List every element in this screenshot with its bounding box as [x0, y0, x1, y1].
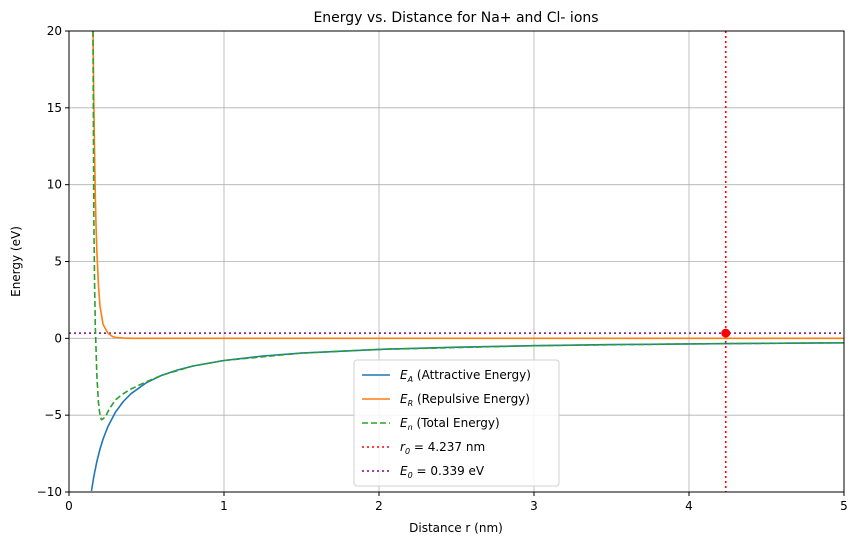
y-tick-label: −5 [44, 408, 62, 422]
legend-label: EA (Attractive Energy) [400, 368, 531, 384]
y-axis-ticks: −10 −5 0 5 10 15 20 [37, 24, 69, 499]
legend-label: E0 = 0.339 eV [400, 464, 485, 480]
repulsive-energy-line [92, 31, 844, 340]
equilibrium-point-marker [721, 328, 731, 338]
x-tick-label: 2 [375, 499, 383, 513]
legend-label: ER (Repulsive Energy) [400, 392, 530, 408]
y-tick-label: 15 [47, 101, 62, 115]
legend-label: r0 = 4.237 nm [400, 440, 485, 456]
x-axis-ticks: 0 1 2 3 4 5 [65, 492, 848, 513]
legend-item-attractive-energy-line: EA (Attractive Energy) [362, 368, 531, 384]
x-tick-label: 0 [65, 499, 73, 513]
y-tick-label: 5 [54, 255, 62, 269]
y-tick-label: 10 [47, 178, 62, 192]
legend: EA (Attractive Energy) ER (Repulsive Ener… [353, 359, 560, 487]
x-tick-label: 5 [840, 499, 848, 513]
legend-item-total-energy-line: En (Total Energy) [362, 416, 500, 432]
legend-label: En (Total Energy) [400, 416, 500, 432]
x-tick-label: 3 [530, 499, 538, 513]
x-tick-label: 4 [685, 499, 693, 513]
y-tick-label: 20 [47, 24, 62, 38]
total-energy-line [92, 31, 844, 421]
legend-item-e0-line: E0 = 0.339 eV [362, 464, 485, 480]
chart-title: Energy vs. Distance for Na+ and Cl- ions [313, 10, 598, 26]
y-axis-label: Energy (eV) [9, 226, 23, 297]
x-axis-label: Distance r (nm) [409, 521, 503, 535]
plot-area [69, 31, 844, 492]
legend-item-repulsive-energy-line: ER (Repulsive Energy) [362, 392, 530, 408]
legend-item-r0-line: r0 = 4.237 nm [362, 440, 485, 456]
x-tick-label: 1 [220, 499, 228, 513]
y-tick-label: 0 [54, 331, 62, 345]
legend-box [353, 359, 560, 487]
y-tick-label: −10 [37, 485, 62, 499]
